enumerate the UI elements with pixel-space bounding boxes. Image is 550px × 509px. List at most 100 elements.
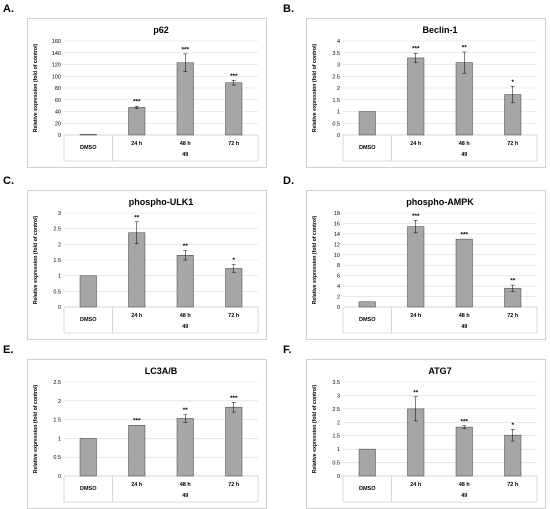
chart-panel-f: ATG7 Relative expression (fold of control… bbox=[306, 359, 546, 509]
significance-label: *** bbox=[460, 418, 468, 425]
bar bbox=[176, 418, 194, 477]
y-tick-label: 40 bbox=[55, 110, 61, 116]
chart-panel-b: Beclin-1 Relative expression (fold of con… bbox=[306, 18, 546, 168]
significance-label: ** bbox=[183, 407, 189, 414]
group-label: 49 bbox=[461, 152, 467, 158]
chart-panel-a: p62 Relative expression (fold of control)… bbox=[27, 18, 267, 168]
significance-label: *** bbox=[460, 232, 468, 239]
y-tick-label: 4 bbox=[337, 39, 340, 45]
significance-label: * bbox=[232, 257, 235, 264]
y-tick-label: 14 bbox=[334, 232, 340, 238]
y-tick-label: 0.5 bbox=[332, 121, 340, 127]
y-tick-label: 2.5 bbox=[332, 74, 340, 80]
y-tick-label: 0 bbox=[58, 474, 61, 480]
y-tick-label: 1.5 bbox=[53, 258, 61, 264]
x-category-label: 72 h bbox=[228, 141, 240, 147]
y-tick-label: 6 bbox=[337, 274, 340, 280]
y-tick-label: 2 bbox=[337, 86, 340, 92]
significance-label: ** bbox=[183, 243, 189, 250]
bar bbox=[79, 275, 97, 308]
y-tick-label: 120 bbox=[52, 63, 61, 69]
bar bbox=[128, 107, 146, 136]
y-tick-label: 80 bbox=[55, 86, 61, 92]
significance-label: *** bbox=[230, 395, 238, 402]
panel-letter-d: D. bbox=[283, 175, 294, 187]
significance-label: * bbox=[511, 422, 514, 429]
group-label: 49 bbox=[182, 324, 188, 330]
x-category-label: DMSO bbox=[359, 486, 376, 492]
x-category-label: 72 h bbox=[507, 313, 519, 319]
y-tick-label: 100 bbox=[52, 74, 61, 80]
x-category-label: 72 h bbox=[228, 313, 240, 319]
panel-letter-e: E. bbox=[3, 344, 14, 356]
x-category-label: 24 h bbox=[131, 141, 143, 147]
significance-label: *** bbox=[412, 46, 420, 53]
chart-title: phospho-ULK1 bbox=[129, 197, 194, 207]
bar bbox=[407, 226, 425, 308]
x-category-label: 48 h bbox=[459, 313, 471, 319]
bar bbox=[79, 438, 97, 477]
y-tick-label: 0.5 bbox=[53, 289, 61, 295]
y-tick-label: 3 bbox=[58, 211, 61, 217]
y-tick-label: 2 bbox=[58, 242, 61, 248]
group-label: 49 bbox=[461, 324, 467, 330]
y-tick-label: 3 bbox=[337, 393, 340, 399]
y-axis-label: Relative expression (fold of control) bbox=[33, 43, 39, 132]
significance-label: * bbox=[511, 79, 514, 86]
y-tick-label: 0.5 bbox=[332, 461, 340, 467]
chart-svg: ATG7 Relative expression (fold of control… bbox=[312, 366, 538, 503]
significance-label: ** bbox=[462, 45, 468, 52]
y-tick-label: 10 bbox=[334, 253, 340, 259]
y-tick-label: 140 bbox=[52, 51, 61, 57]
bar bbox=[455, 426, 473, 477]
y-tick-label: 0 bbox=[337, 133, 340, 139]
y-tick-label: 1 bbox=[337, 447, 340, 453]
chart-svg: phospho-ULK1 Relative expression (fold of… bbox=[33, 197, 259, 334]
y-tick-label: 3.5 bbox=[332, 51, 340, 57]
y-tick-label: 0 bbox=[58, 305, 61, 311]
y-tick-label: 18 bbox=[334, 211, 340, 217]
y-tick-label: 1 bbox=[58, 274, 61, 280]
y-tick-label: 3.5 bbox=[332, 380, 340, 386]
group-label: 49 bbox=[182, 493, 188, 499]
chart-title: LC3A/B bbox=[145, 366, 178, 376]
chart-title: Beclin-1 bbox=[422, 25, 457, 35]
bar bbox=[455, 238, 473, 308]
y-tick-label: 60 bbox=[55, 98, 61, 104]
y-tick-label: 1.5 bbox=[53, 418, 61, 424]
chart-panel-c: phospho-ULK1 Relative expression (fold of… bbox=[27, 190, 267, 340]
x-category-label: DMSO bbox=[359, 145, 376, 151]
group-label: 49 bbox=[182, 152, 188, 158]
y-tick-label: 0 bbox=[58, 133, 61, 139]
significance-label: *** bbox=[230, 73, 238, 80]
bar bbox=[225, 268, 243, 308]
bar bbox=[407, 57, 425, 136]
chart-svg: Beclin-1 Relative expression (fold of con… bbox=[312, 25, 538, 162]
chart-svg: p62 Relative expression (fold of control)… bbox=[33, 25, 259, 162]
y-tick-label: 1 bbox=[337, 110, 340, 116]
significance-label: ** bbox=[134, 214, 140, 221]
y-tick-label: 0 bbox=[337, 474, 340, 480]
x-category-label: 48 h bbox=[459, 482, 471, 488]
significance-label: *** bbox=[133, 99, 141, 106]
y-axis-label: Relative expression (fold of control) bbox=[312, 384, 318, 473]
bar bbox=[225, 82, 243, 136]
y-axis-label: Relative expression (fold of control) bbox=[312, 43, 318, 132]
x-category-label: 24 h bbox=[410, 482, 422, 488]
x-category-label: DMSO bbox=[359, 317, 376, 323]
chart-title: phospho-AMPK bbox=[406, 197, 474, 207]
significance-label: *** bbox=[412, 213, 420, 220]
chart-title: p62 bbox=[153, 25, 169, 35]
x-category-label: 48 h bbox=[180, 482, 192, 488]
x-category-label: 24 h bbox=[131, 482, 143, 488]
y-tick-label: 3 bbox=[337, 63, 340, 69]
chart-svg: phospho-AMPK Relative expression (fold of… bbox=[312, 197, 538, 334]
x-category-label: 48 h bbox=[459, 141, 471, 147]
bar bbox=[176, 62, 194, 136]
panel-letter-c: C. bbox=[3, 175, 14, 187]
bar bbox=[225, 406, 243, 477]
bar bbox=[358, 448, 376, 477]
x-category-label: DMSO bbox=[80, 317, 97, 323]
y-axis-label: Relative expression (fold of control) bbox=[33, 215, 39, 304]
y-tick-label: 2.5 bbox=[332, 407, 340, 413]
